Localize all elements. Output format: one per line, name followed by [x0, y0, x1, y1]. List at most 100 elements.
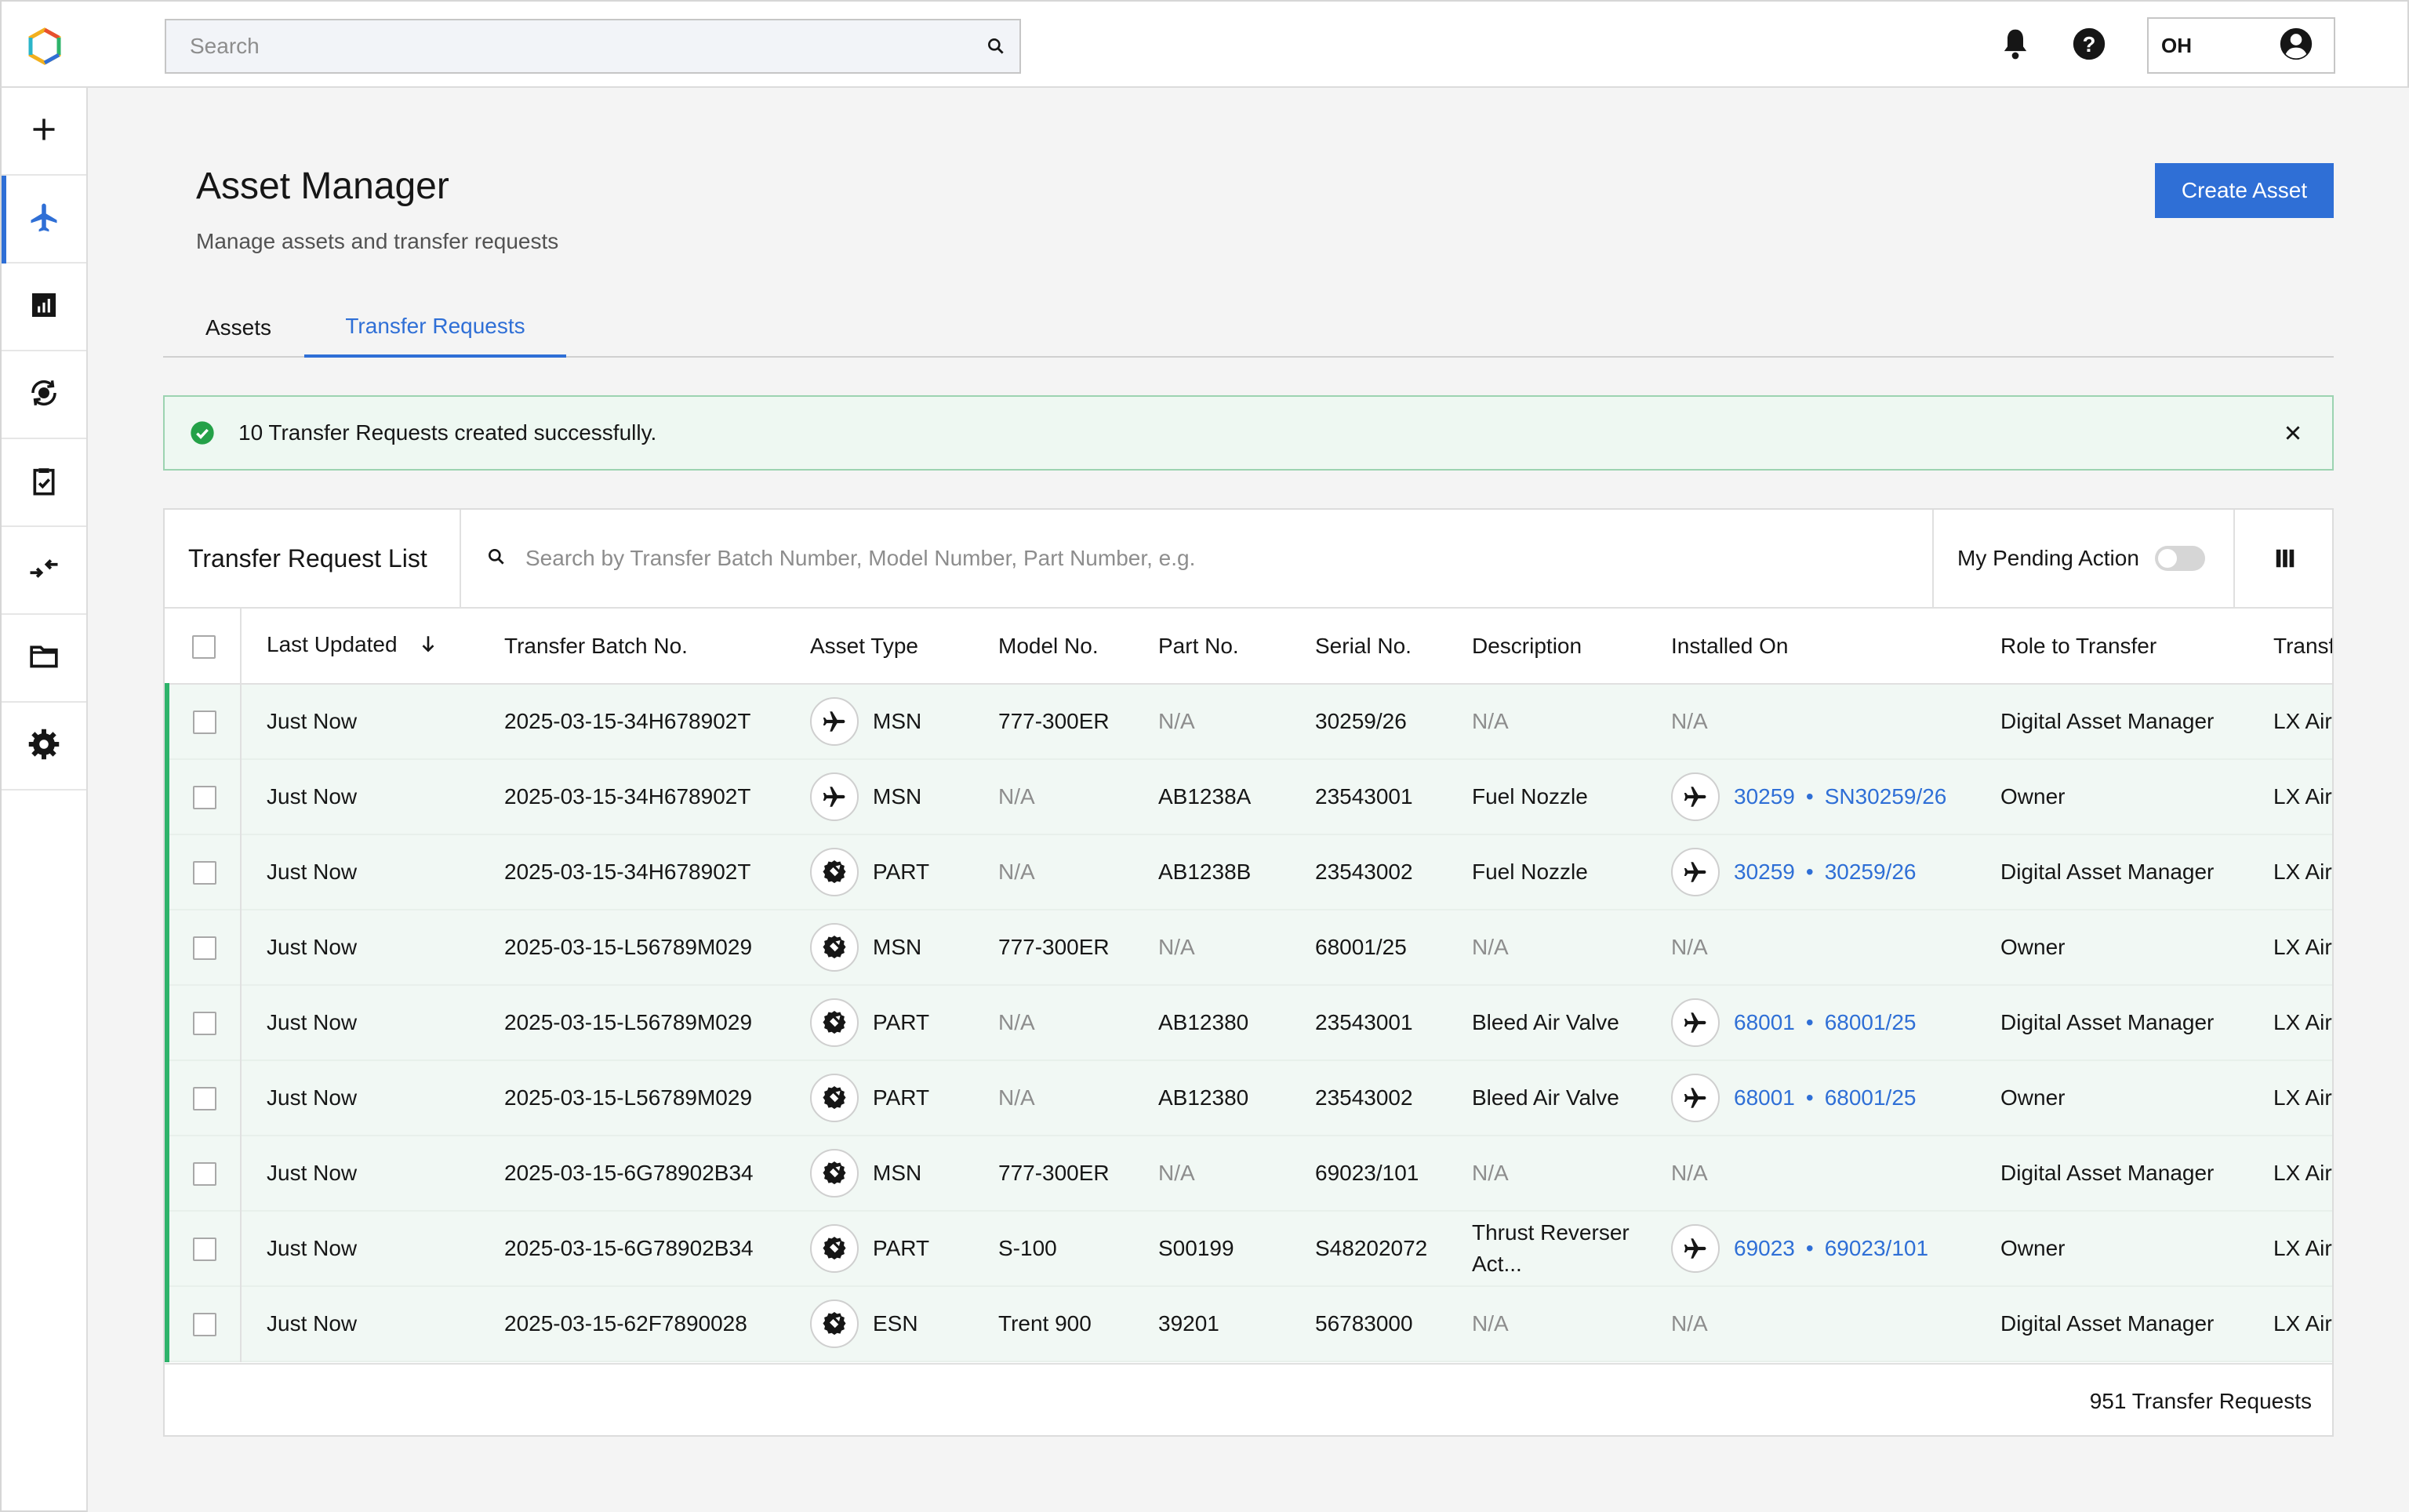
- column-header-serial-no[interactable]: Serial No.: [1290, 609, 1447, 685]
- column-header-installed-on[interactable]: Installed On: [1646, 609, 1975, 685]
- installed-on-serial-link[interactable]: 68001/25: [1824, 1085, 1917, 1110]
- create-asset-button[interactable]: Create Asset: [2155, 163, 2334, 218]
- cell-batch-no: 2025-03-15-L56789M029: [504, 1010, 753, 1034]
- cell-asset-type: ESN: [785, 1286, 973, 1361]
- row-checkbox[interactable]: [193, 861, 216, 885]
- table-row[interactable]: Just Now 2025-03-15-34H678902T MSN 777-300E…: [165, 684, 2332, 759]
- cell-serial-no: 23543001: [1315, 1010, 1413, 1034]
- row-checkbox[interactable]: [193, 1238, 216, 1262]
- cell-asset-type: PART: [785, 834, 973, 910]
- user-menu[interactable]: OH: [2147, 17, 2335, 74]
- row-checkbox[interactable]: [193, 711, 216, 735]
- table-row[interactable]: Just Now 2025-03-15-6G78902B34 MSN 777-300E…: [165, 1136, 2332, 1211]
- nav-item-create[interactable]: [2, 88, 86, 176]
- total-count: 951 Transfer Requests: [2089, 1389, 2312, 1413]
- check-circle-icon: [190, 420, 215, 445]
- bell-icon[interactable]: [1997, 25, 2034, 63]
- cell-asset-type: PART: [785, 1211, 973, 1286]
- column-header-last-updated[interactable]: Last Updated: [241, 609, 479, 685]
- airplane-icon: [27, 200, 61, 238]
- installed-on-serial-link[interactable]: 69023/101: [1824, 1236, 1929, 1260]
- cell-asset-type: MSN: [785, 759, 973, 834]
- cell-transfer-to: LX Airways: [2273, 1010, 2332, 1034]
- column-header-model-no[interactable]: Model No.: [973, 609, 1133, 685]
- nav-item-parts[interactable]: [2, 351, 86, 439]
- asset-type-label: MSN: [873, 1161, 922, 1185]
- column-settings-icon[interactable]: [2235, 510, 2332, 607]
- cell-batch-no: 2025-03-15-34H678902T: [504, 709, 751, 733]
- row-checkbox[interactable]: [193, 1087, 216, 1111]
- installed-on-msn-link[interactable]: 69023: [1734, 1236, 1795, 1260]
- pending-action-filter: My Pending Action: [1932, 510, 2235, 607]
- column-header-transfer-to[interactable]: Transfer To: [2248, 609, 2332, 685]
- nav-item-transfers[interactable]: [2, 527, 86, 615]
- asset-type-label: PART: [873, 1010, 930, 1034]
- column-header-description[interactable]: Description: [1447, 609, 1646, 685]
- cell-part-no: AB12380: [1158, 1010, 1249, 1034]
- row-checkbox[interactable]: [193, 936, 216, 961]
- cell-transfer-to: LX Airways: [2273, 1236, 2332, 1260]
- search-icon[interactable]: [972, 23, 1019, 70]
- installed-on-msn-link[interactable]: 30259: [1734, 784, 1795, 809]
- cell-batch-no: 2025-03-15-6G78902B34: [504, 1236, 754, 1260]
- installed-on-msn-link[interactable]: 30259: [1734, 860, 1795, 884]
- cell-batch-no: 2025-03-15-6G78902B34: [504, 1161, 754, 1185]
- row-checkbox[interactable]: [193, 1313, 216, 1337]
- global-search-input[interactable]: Search: [165, 19, 1021, 74]
- cell-serial-no: 68001/25: [1315, 935, 1407, 959]
- sort-arrow-down-icon[interactable]: [418, 634, 438, 660]
- row-checkbox[interactable]: [193, 786, 216, 810]
- column-header-batch-no[interactable]: Transfer Batch No.: [479, 609, 785, 685]
- close-icon[interactable]: [2277, 417, 2309, 449]
- nav-item-reports[interactable]: [2, 264, 86, 351]
- cell-serial-no: 23543002: [1315, 860, 1413, 884]
- table-search-input[interactable]: Search by Transfer Batch Number, Model N…: [463, 510, 1782, 607]
- tab-assets[interactable]: Assets: [205, 315, 272, 340]
- select-all-checkbox[interactable]: [191, 634, 216, 659]
- help-icon[interactable]: ?: [2070, 25, 2108, 63]
- app-logo-icon[interactable]: [25, 27, 64, 66]
- cell-asset-type: MSN: [785, 1136, 973, 1211]
- installed-on-serial-link[interactable]: 30259/26: [1824, 860, 1917, 884]
- cell-part-no: N/A: [1158, 935, 1195, 959]
- table-row[interactable]: Just Now 2025-03-15-34H678902T MSN N/A AB123…: [165, 759, 2332, 834]
- installed-on-serial-link[interactable]: SN30259/26: [1824, 784, 1947, 809]
- cell-transfer-to: LX Airways: [2273, 860, 2332, 884]
- row-select-cell: [165, 759, 242, 834]
- table-row[interactable]: Just Now 2025-03-15-34H678902T PART N/A AB12…: [165, 834, 2332, 910]
- airplane-icon: [810, 697, 859, 746]
- row-checkbox[interactable]: [193, 1012, 216, 1036]
- row-select-cell: [165, 910, 242, 985]
- cell-last-updated: Just Now: [267, 935, 358, 959]
- installed-on-serial-link[interactable]: 68001/25: [1824, 1010, 1917, 1034]
- cell-role: Digital Asset Manager: [2000, 1010, 2215, 1034]
- table-row[interactable]: Just Now 2025-03-15-6G78902B34 PART S-100 S0…: [165, 1211, 2332, 1286]
- row-checkbox[interactable]: [193, 1162, 216, 1187]
- cell-asset-type: PART: [785, 1060, 973, 1136]
- table-row[interactable]: Just Now 2025-03-15-L56789M029 PART N/A AB12…: [165, 1060, 2332, 1136]
- column-header-part-no[interactable]: Part No.: [1133, 609, 1290, 685]
- separator-dot: •: [1805, 860, 1814, 884]
- table-row[interactable]: Just Now 2025-03-15-62F7890028 ESN Trent 90…: [165, 1286, 2332, 1361]
- user-initials: OH: [2161, 33, 2192, 57]
- installed-on-msn-link[interactable]: 68001: [1734, 1010, 1795, 1034]
- transfer-request-table-card: Transfer Request List Search by Transfer…: [163, 508, 2334, 1437]
- cell-batch-no: 2025-03-15-34H678902T: [504, 784, 751, 809]
- cell-description: Fuel Nozzle: [1472, 860, 1588, 884]
- nav-item-assets[interactable]: [2, 176, 86, 264]
- tab-transfer-requests[interactable]: Transfer Requests: [304, 298, 566, 358]
- row-select-cell: [165, 1211, 242, 1286]
- table-footer: 951 Transfer Requests: [165, 1363, 2332, 1435]
- pending-action-toggle[interactable]: [2154, 546, 2205, 571]
- nav-item-documents[interactable]: [2, 615, 86, 703]
- installed-on-msn-link[interactable]: 68001: [1734, 1085, 1795, 1110]
- column-header-asset-type[interactable]: Asset Type: [785, 609, 973, 685]
- column-header-role[interactable]: Role to Transfer: [1975, 609, 2248, 685]
- cell-installed-on: 69023 • 69023/101: [1646, 1211, 1975, 1286]
- nav-item-settings[interactable]: [2, 703, 86, 791]
- tab-bar: Assets Transfer Requests: [163, 298, 2334, 358]
- table-row[interactable]: Just Now 2025-03-15-L56789M029 MSN 777-300E…: [165, 910, 2332, 985]
- nav-item-tasks[interactable]: [2, 439, 86, 527]
- cell-role: Digital Asset Manager: [2000, 860, 2215, 884]
- table-row[interactable]: Just Now 2025-03-15-L56789M029 PART N/A AB12…: [165, 985, 2332, 1060]
